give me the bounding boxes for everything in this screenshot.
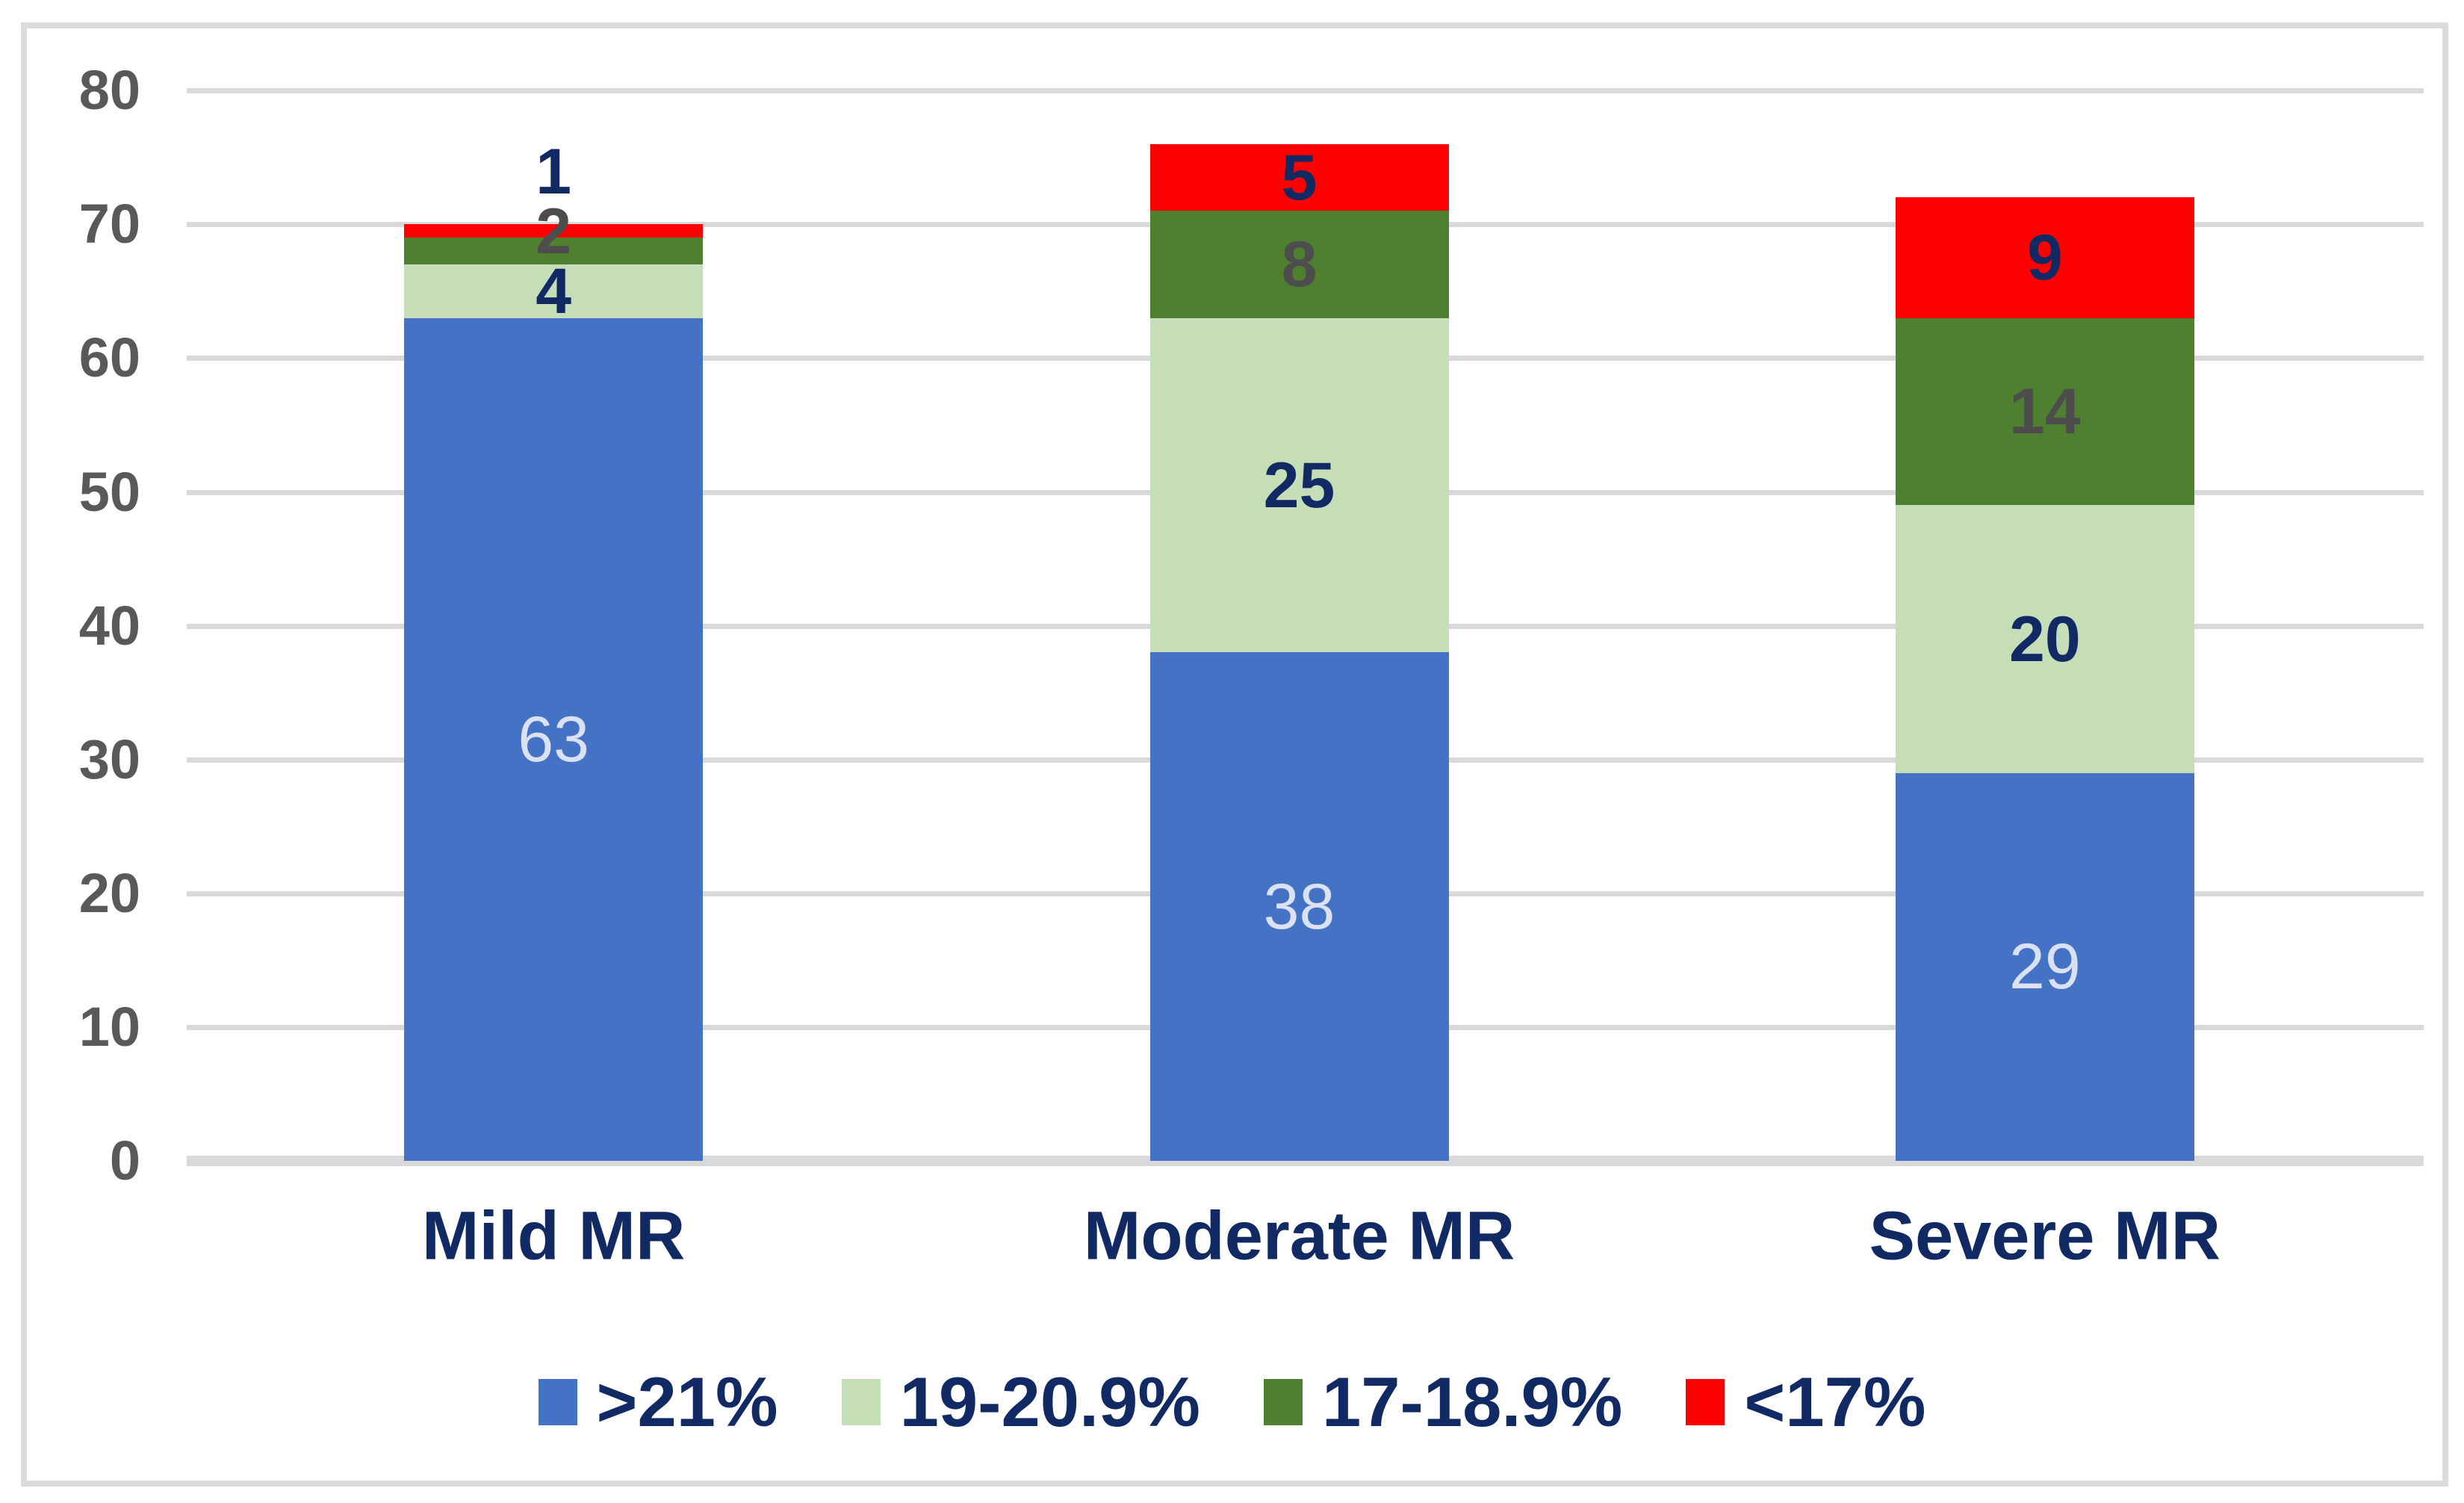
y-gridline (187, 88, 2424, 94)
data-label: 29 (2008, 931, 2081, 1003)
legend-label: 17-18.9% (1322, 1363, 1623, 1441)
data-label: 8 (1281, 229, 1318, 301)
legend-swatch (1264, 1379, 1303, 1425)
legend-item: <17% (1686, 1365, 1925, 1440)
y-tick-label: 70 (78, 193, 140, 255)
bar-segment (1895, 772, 2194, 1161)
bar-segment (1895, 317, 2194, 506)
legend-item: 17-18.9% (1264, 1365, 1622, 1440)
legend-label: 19-20.9% (899, 1363, 1200, 1441)
legend-item: >21% (538, 1363, 778, 1441)
category-label: Moderate MR (1083, 1197, 1515, 1274)
bar-segment (1149, 652, 1449, 1161)
y-tick-label: 10 (78, 995, 140, 1058)
category-label: Mild MR (421, 1197, 686, 1274)
y-tick-label: 40 (78, 594, 140, 657)
data-label: 63 (518, 703, 589, 775)
legend-item: 19-20.9% (841, 1363, 1200, 1441)
bar-segment (404, 264, 704, 318)
y-tick-label: 50 (78, 460, 140, 523)
y-tick-label: 60 (78, 326, 140, 389)
bar-segment (1149, 211, 1449, 318)
data-label: 4 (536, 255, 572, 327)
y-tick-label: 30 (78, 728, 140, 790)
legend-swatch (1686, 1379, 1725, 1425)
category-label: Severe MR (1869, 1197, 2221, 1274)
bar-segment (1895, 197, 2194, 318)
y-tick-label: 80 (78, 59, 140, 122)
data-label: 14 (2008, 376, 2081, 448)
data-label: 1 (536, 135, 572, 208)
data-label: 20 (2008, 603, 2081, 675)
y-tick-label: 0 (109, 1129, 140, 1191)
legend-label: >21% (596, 1363, 778, 1441)
data-label: 5 (1281, 141, 1318, 214)
bar-segment (1149, 317, 1449, 653)
bar-segment (1149, 143, 1449, 211)
bar-segment (404, 317, 704, 1161)
bar-segment (1895, 505, 2194, 773)
data-label: 9 (2026, 222, 2063, 294)
bar-segment (404, 224, 704, 238)
legend-swatch (841, 1379, 881, 1425)
x-axis-line (187, 1156, 2424, 1166)
legend-swatch (538, 1379, 577, 1425)
data-label: 38 (1263, 870, 1335, 943)
data-label: 25 (1263, 449, 1335, 521)
legend-label: <17% (1744, 1363, 1926, 1441)
y-tick-label: 20 (78, 861, 140, 924)
legend: >21% 19-20.9% 17-18.9% <17% (0, 1354, 2464, 1451)
data-label: 2 (536, 195, 572, 267)
bar-segment (404, 238, 704, 265)
